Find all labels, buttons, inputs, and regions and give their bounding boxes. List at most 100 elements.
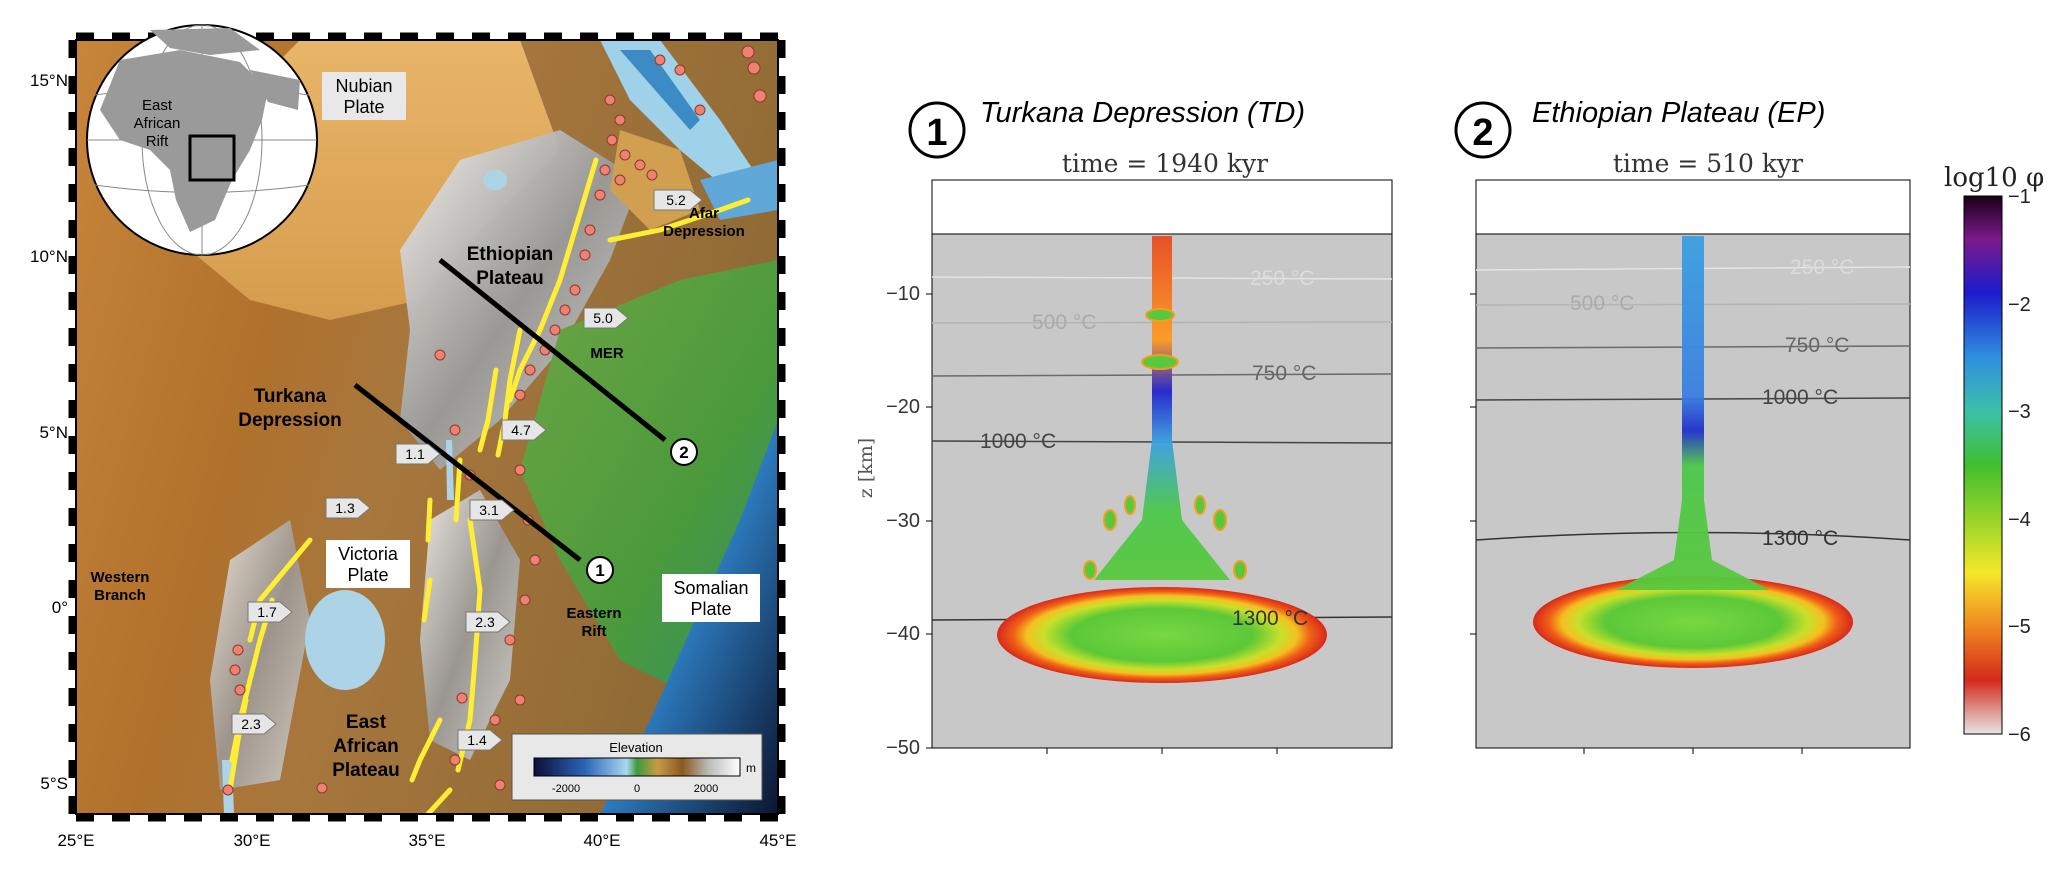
- panel1-number-circle: [908, 101, 966, 159]
- svg-text:2.3: 2.3: [475, 614, 495, 630]
- rate-arrow: 2.3: [231, 713, 277, 735]
- colorbar-label: log10 φ: [1944, 163, 2044, 193]
- panel2-isotherm-label-250: 250 °C: [1790, 256, 1854, 279]
- lake-victoria: [305, 590, 385, 690]
- inset-label-line2: African: [134, 115, 181, 132]
- label-eap-2: African: [333, 736, 398, 757]
- map-panel: 15°N 10°N 5°N 0° 5°S 25°E 30°E 35°E 40°E…: [30, 24, 797, 850]
- colorbar: log10 φ −1 −2 −3 −4 −5 −6: [1944, 163, 2044, 746]
- svg-text:Plate: Plate: [343, 97, 384, 117]
- lat-label-5n: 5°N: [39, 423, 68, 442]
- z-tick-50: −50: [886, 737, 920, 759]
- panel1-isotherm-label-750: 750 °C: [1252, 362, 1316, 385]
- svg-text:1: 1: [595, 561, 604, 580]
- panel1-title: Turkana Depression (TD): [980, 97, 1305, 129]
- z-tick-20: −20: [886, 396, 920, 418]
- rate-arrow: 1.1: [395, 443, 441, 465]
- label-eastern-rift-2: Rift: [582, 623, 607, 640]
- colorbar-tick: −5: [2008, 616, 2031, 638]
- inset-label-line1: East: [142, 97, 173, 114]
- elevation-colorbar: [533, 757, 741, 777]
- label-afar-2: Depression: [663, 223, 745, 240]
- svg-text:Nubian: Nubian: [335, 76, 392, 96]
- elevation-unit: m: [746, 761, 756, 775]
- panel1-air: [931, 179, 1393, 235]
- panel2-isotherm-label-750: 750 °C: [1785, 334, 1849, 357]
- svg-text:3.1: 3.1: [479, 502, 499, 518]
- panel1-isotherm-label-500: 500 °C: [1032, 311, 1096, 334]
- svg-text:2.3: 2.3: [241, 716, 261, 732]
- svg-text:1.1: 1.1: [405, 446, 425, 462]
- plate-label-somalian: Somalian Plate: [662, 574, 760, 622]
- label-western-branch-2: Branch: [94, 587, 146, 604]
- lon-label-25e: 25°E: [57, 831, 94, 850]
- rate-arrow: 3.1: [469, 499, 515, 521]
- z-tick-10: −10: [886, 283, 920, 305]
- inset-europe: [150, 28, 260, 55]
- svg-text:5.0: 5.0: [593, 310, 613, 326]
- panel2-melt-channel: [1616, 236, 1770, 590]
- rate-arrow: 1.7: [247, 601, 293, 623]
- panel-turkana: 1 Turkana Depression (TD) time = 1940 ky…: [855, 97, 1393, 759]
- colorbar-tick: −1: [2008, 186, 2031, 208]
- profile-marker-1: 1: [586, 556, 614, 584]
- colorbar-gradient: [1963, 195, 2003, 735]
- svg-text:1.3: 1.3: [335, 500, 355, 516]
- svg-text:1.4: 1.4: [467, 732, 487, 748]
- rate-arrow: 1.4: [457, 729, 503, 751]
- label-eastern-rift-1: Eastern: [566, 605, 621, 622]
- panel2-melt-lens: [1533, 576, 1853, 668]
- elevation-legend: Elevation m -2000 0 2000: [511, 733, 763, 801]
- label-turkana-1: Turkana: [254, 386, 327, 407]
- profile-marker-2: 2: [670, 438, 698, 466]
- rate-arrows: 5.2 5.0 4.7 1.1 1.3 3.1 1.7 2.3 2.3 1.4: [231, 189, 703, 751]
- label-ethiopian-plateau-2: Plateau: [476, 268, 544, 289]
- lon-label-35e: 35°E: [408, 831, 445, 850]
- label-eap-1: East: [346, 712, 387, 733]
- profile-line-1: [353, 383, 582, 562]
- indian-ocean: [600, 420, 778, 814]
- svg-text:Victoria: Victoria: [338, 544, 399, 564]
- panel1-isotherm-label-1000: 1000 °C: [980, 430, 1056, 453]
- elevation-tick: 0: [634, 783, 640, 795]
- colorbar-tick: −6: [2008, 724, 2031, 746]
- label-mer: MER: [590, 345, 624, 362]
- panel1-number: 1: [926, 112, 947, 154]
- rate-arrow: 1.3: [325, 497, 371, 519]
- lake-tana: [483, 170, 507, 190]
- z-axis-label: z [km]: [855, 438, 877, 498]
- panel2-number-circle: [1454, 101, 1512, 159]
- elevation-tick: 2000: [694, 783, 718, 795]
- plate-label-victoria: Victoria Plate: [326, 540, 410, 588]
- panel2-title: Ethiopian Plateau (EP): [1532, 97, 1825, 129]
- inset-label-line3: Rift: [146, 133, 169, 150]
- map-frame: [75, 39, 779, 815]
- gulf-of-aden: [700, 160, 778, 220]
- panel2-number: 2: [1472, 112, 1493, 154]
- panel1-isotherm-label-1300: 1300 °C: [1232, 607, 1308, 630]
- panel1-time: time = 1940 kyr: [1062, 149, 1268, 178]
- plate-label-nubian: Nubian Plate: [322, 72, 406, 120]
- inset-globe: East African Rift: [86, 24, 318, 256]
- lon-label-30e: 30°E: [233, 831, 270, 850]
- label-western-branch-1: Western: [91, 569, 150, 586]
- inset-africa: [100, 50, 268, 232]
- svg-text:Plate: Plate: [690, 599, 731, 619]
- z-tick-30: −30: [886, 510, 920, 532]
- svg-text:1.7: 1.7: [257, 604, 277, 620]
- inset-box: [188, 134, 236, 182]
- panel2-isotherm-label-1000: 1000 °C: [1762, 386, 1838, 409]
- svg-text:5.2: 5.2: [666, 192, 686, 208]
- rate-arrow: 4.7: [501, 419, 547, 441]
- colorbar-tick: −3: [2008, 401, 2031, 423]
- label-ethiopian-plateau-1: Ethiopian: [467, 244, 554, 265]
- panel2-time: time = 510 kyr: [1613, 149, 1803, 178]
- inset-arabia: [250, 70, 300, 110]
- label-afar-1: Afar: [689, 205, 719, 222]
- elevation-legend-title: Elevation: [609, 740, 662, 755]
- panel1-melt-channel: [1094, 236, 1230, 580]
- profile-line-2: [438, 258, 667, 442]
- lat-label-5s: 5°S: [40, 774, 68, 793]
- lat-label-0: 0°: [52, 598, 68, 617]
